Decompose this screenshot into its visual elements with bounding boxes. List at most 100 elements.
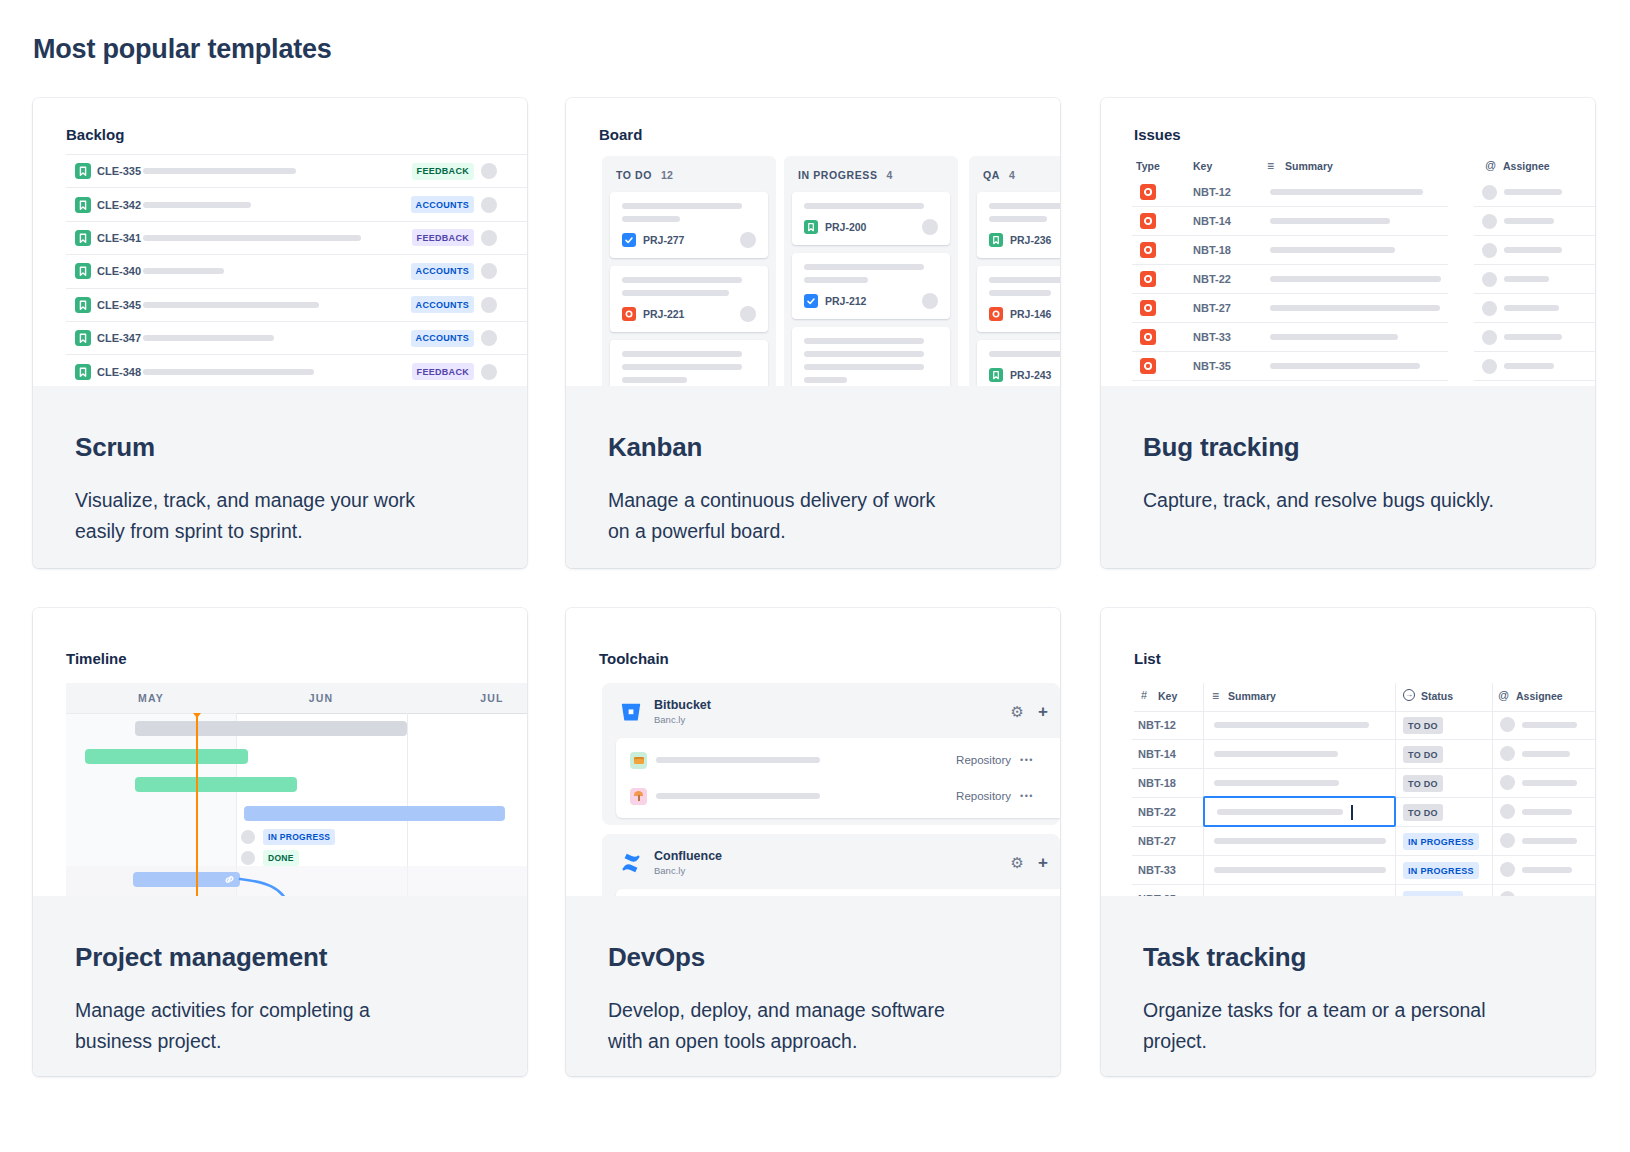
dependency-curve [238, 873, 320, 896]
assignee-avatar [1500, 862, 1515, 877]
issue-key: NBT-12 [1193, 186, 1231, 198]
placeholder-bar [1504, 189, 1562, 195]
assignee-avatar [1500, 746, 1515, 761]
timeline-bar-green [85, 749, 248, 764]
tool-header: BitbucketBanc.ly⚙+ [602, 683, 1060, 725]
issue-key: NBT-18 [1193, 244, 1231, 256]
bug-issue-type-icon [1140, 242, 1156, 258]
placeholder-bar [804, 364, 924, 370]
board-issue-card: PRJ-277 [610, 192, 768, 258]
summary-edit-cell[interactable] [1203, 796, 1396, 827]
assignee-avatar [481, 163, 497, 179]
placeholder-bar [1504, 247, 1562, 253]
placeholder-bar [143, 268, 224, 274]
template-card-project-management[interactable]: Timeline MAY JUN JUL IN PROGRESSDONE Pro… [33, 608, 527, 1076]
template-title: Scrum [75, 432, 487, 463]
template-title: DevOps [608, 942, 1020, 973]
issue-row-assignee [1474, 178, 1595, 207]
issue-row-main: NBT-27 [1132, 294, 1448, 323]
story-issue-type-icon [804, 220, 818, 234]
story-issue-type-icon [75, 364, 91, 380]
tool-org: Banc.ly [654, 714, 711, 725]
tool-name: Confluence [654, 849, 722, 863]
issue-key: PRJ-221 [643, 308, 684, 320]
card-footer: Kanban Manage a continuous delivery of w… [566, 386, 1060, 568]
issue-key: CLE-340 [97, 265, 143, 277]
placeholder-bar [143, 335, 274, 341]
issue-row-main: NBT-35 [1132, 352, 1448, 381]
assignee-avatar [1482, 185, 1497, 200]
tool-item-row: Space••• [630, 893, 1034, 896]
issue-key: CLE-341 [97, 232, 143, 244]
green-card-emoji-icon [630, 752, 647, 769]
board-column-header: IN PROGRESS4 [784, 156, 958, 184]
placeholder-bar [1522, 780, 1577, 786]
template-description: Manage a continuous delivery of work on … [608, 485, 1020, 547]
assignee-avatar [1500, 775, 1515, 790]
issue-row: NBT-35 [1101, 352, 1595, 381]
issue-key: NBT-33 [1193, 331, 1231, 343]
epic-badge: FEEDBACK [412, 229, 474, 246]
board-column: TO DO12PRJ-277PRJ-221PRJ-290 [602, 156, 776, 386]
list-row: NBT-27IN PROGRESS [1132, 827, 1595, 856]
assignee-avatar [481, 297, 497, 313]
bug-issue-type-icon [1140, 184, 1156, 200]
epic-badge: ACCOUNTS [411, 330, 474, 347]
list-row: NBT-35IN REVIEW [1132, 885, 1595, 896]
issue-row-main: NBT-18 [1132, 236, 1448, 265]
assignee-avatar [1482, 359, 1497, 374]
task-issue-type-icon [804, 294, 818, 308]
bug-issue-type-icon [1140, 271, 1156, 287]
bug-issue-type-icon [1140, 358, 1156, 374]
epic-badge: FEEDBACK [412, 163, 474, 180]
scrum-preview-backlog: Backlog CLE-335FEEDBACKCLE-342ACCOUNTSCL… [33, 98, 527, 386]
preview-title: Issues [1134, 126, 1181, 143]
placeholder-bar [622, 290, 729, 296]
issue-key: NBT-14 [1193, 215, 1231, 227]
template-card-devops[interactable]: Toolchain BitbucketBanc.ly⚙+Repository••… [566, 608, 1060, 1076]
placeholder-bar [1270, 276, 1441, 282]
column-name: TO DO [616, 169, 652, 181]
issue-key: NBT-14 [1138, 748, 1176, 760]
issue-key: PRJ-146 [1010, 308, 1051, 320]
placeholder-bar [1270, 247, 1395, 253]
epic-badge: ACCOUNTS [411, 296, 474, 313]
bug-issue-type-icon [989, 307, 1003, 321]
placeholder-bar [1214, 751, 1338, 757]
story-issue-type-icon [75, 297, 91, 313]
issue-key: CLE-335 [97, 165, 143, 177]
board-issue-card: PRJ-212 [792, 253, 950, 319]
hash-icon: # [1141, 689, 1147, 701]
issue-row: NBT-14 [1101, 207, 1595, 236]
preview-title: Backlog [66, 126, 124, 143]
placeholder-bar [1270, 218, 1390, 224]
tool-actions: ⚙+ [1011, 703, 1048, 720]
backlog-rows: CLE-335FEEDBACKCLE-342ACCOUNTSCLE-341FEE… [66, 154, 527, 386]
status-badge: IN PROGRESS [1403, 833, 1479, 850]
month-label: MAY [66, 692, 236, 704]
epic-badge: ACCOUNTS [411, 263, 474, 280]
issue-key: PRJ-243 [1010, 369, 1051, 381]
story-issue-type-icon [989, 368, 1003, 382]
template-card-kanban[interactable]: Board TO DO12PRJ-277PRJ-221PRJ-290IN PRO… [566, 98, 1060, 568]
placeholder-bar [804, 264, 924, 270]
list-row: NBT-14TO DO [1132, 740, 1595, 769]
card-footer-row: PRJ-200 [804, 219, 938, 235]
gear-icon: ⚙ [1011, 704, 1024, 719]
template-card-scrum[interactable]: Backlog CLE-335FEEDBACKCLE-342ACCOUNTSCL… [33, 98, 527, 568]
template-title: Kanban [608, 432, 1020, 463]
placeholder-bar [989, 290, 1051, 296]
board-issue-card: PRJ-243 [977, 340, 1060, 386]
template-card-task-tracking[interactable]: List # Key ≡ Summary → Status @ Assignee… [1101, 608, 1595, 1076]
epic-badge: FEEDBACK [412, 363, 474, 380]
issue-row-assignee [1474, 352, 1595, 381]
placeholder-bar [656, 757, 820, 763]
template-card-bug-tracking[interactable]: Issues Type Key ≡ Summary @ Assignee NBT… [1101, 98, 1595, 568]
placeholder-bar [804, 203, 924, 209]
bug-issue-type-icon [1140, 300, 1156, 316]
issue-key: CLE-347 [97, 332, 143, 344]
epic-badge: ACCOUNTS [411, 196, 474, 213]
placeholder-bar [1214, 867, 1386, 873]
status-badge: TO DO [1403, 717, 1443, 734]
card-footer-row: PRJ-236 [989, 232, 1060, 248]
